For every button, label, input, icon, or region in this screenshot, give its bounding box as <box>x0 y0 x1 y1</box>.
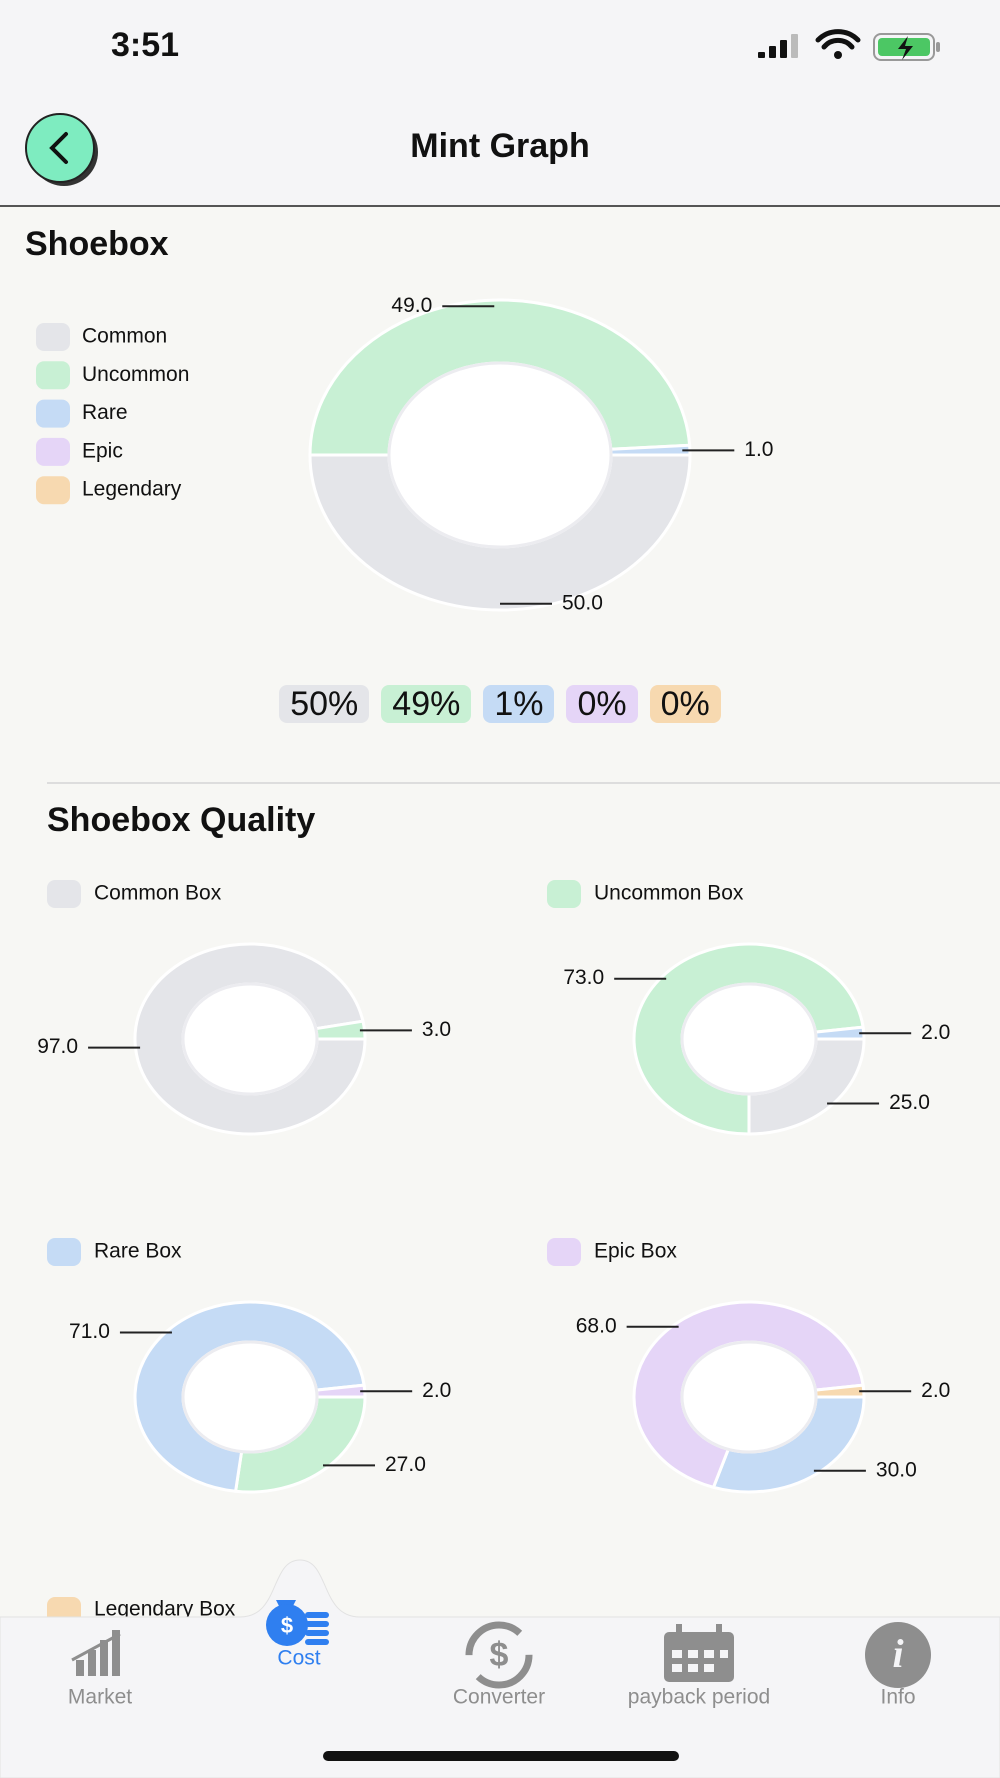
tab-bar: $ $ i <box>0 1559 1000 1778</box>
legend-swatch <box>36 476 70 505</box>
tab-label[interactable]: Cost <box>277 1647 320 1670</box>
market-icon <box>71 1630 121 1676</box>
legend-label: Common Box <box>94 882 222 905</box>
status-icons <box>758 29 940 61</box>
legend-label: Uncommon <box>82 363 189 386</box>
value-label: 2.0 <box>921 1021 950 1044</box>
value-label: 2.0 <box>921 1379 950 1402</box>
legend-label: Uncommon Box <box>594 882 744 905</box>
legend-swatch <box>547 880 581 908</box>
value-label: 1.0 <box>744 438 773 461</box>
legend-swatch <box>36 399 70 428</box>
legend-label: Legendary <box>82 478 182 501</box>
legend-swatch <box>47 1238 81 1266</box>
value-label: 27.0 <box>385 1453 426 1476</box>
back-button[interactable] <box>25 113 98 186</box>
legend-label: Legendary Box <box>94 1598 236 1621</box>
donut-hole <box>680 1340 818 1454</box>
value-label: 2.0 <box>422 1379 451 1402</box>
tab-label[interactable]: Market <box>68 1686 132 1709</box>
home-indicator <box>323 1751 679 1761</box>
svg-text:$: $ <box>281 1613 293 1638</box>
legend-label: Epic Box <box>594 1240 677 1263</box>
legend-label: Epic <box>82 439 123 462</box>
legend-label: Common <box>82 325 167 348</box>
legend-swatch <box>36 323 70 351</box>
tab-label[interactable]: payback period <box>628 1686 770 1709</box>
svg-text:$: $ <box>490 1636 509 1674</box>
tab-label[interactable]: Info <box>880 1686 915 1709</box>
chart-title: Shoebox <box>25 225 169 263</box>
percent-badge: 0% <box>649 685 721 723</box>
value-label: 3.0 <box>422 1018 451 1041</box>
value-label: 30.0 <box>876 1458 917 1481</box>
legend-swatch <box>47 880 81 908</box>
legend-swatch <box>36 361 70 390</box>
legend-label: Rare <box>82 401 128 424</box>
donut-hole <box>387 361 613 549</box>
legend-swatch <box>547 1238 581 1266</box>
status-time: 3:51 <box>111 26 179 64</box>
svg-text:i: i <box>892 1631 903 1676</box>
value-label: 73.0 <box>563 966 604 989</box>
tab-label[interactable]: Converter <box>453 1686 545 1709</box>
percent-badge: 0% <box>566 685 638 723</box>
info-icon: i <box>865 1622 931 1688</box>
section-title: Shoebox Quality <box>47 801 315 839</box>
percent-badge: 1% <box>483 685 555 723</box>
value-label: 97.0 <box>37 1035 78 1058</box>
percent-badge: 49% <box>381 685 472 723</box>
payback-icon <box>664 1624 734 1682</box>
legend-label: Rare Box <box>94 1240 182 1263</box>
value-label: 71.0 <box>69 1320 110 1343</box>
percent-badge: 50% <box>279 685 370 723</box>
legend-swatch <box>36 437 70 466</box>
donut-hole <box>680 982 818 1096</box>
value-label: 50.0 <box>562 591 603 614</box>
donut-hole <box>181 1340 319 1454</box>
badge-row: 50% 49% 1% 0% 0% <box>0 685 1000 723</box>
cost-icon: $ <box>266 1600 329 1646</box>
value-label: 68.0 <box>576 1314 617 1337</box>
value-label: 49.0 <box>391 294 432 317</box>
value-label: 25.0 <box>889 1091 930 1114</box>
donut-hole <box>181 982 319 1096</box>
converter-icon: $ <box>465 1621 533 1689</box>
page-title: Mint Graph <box>410 127 589 165</box>
